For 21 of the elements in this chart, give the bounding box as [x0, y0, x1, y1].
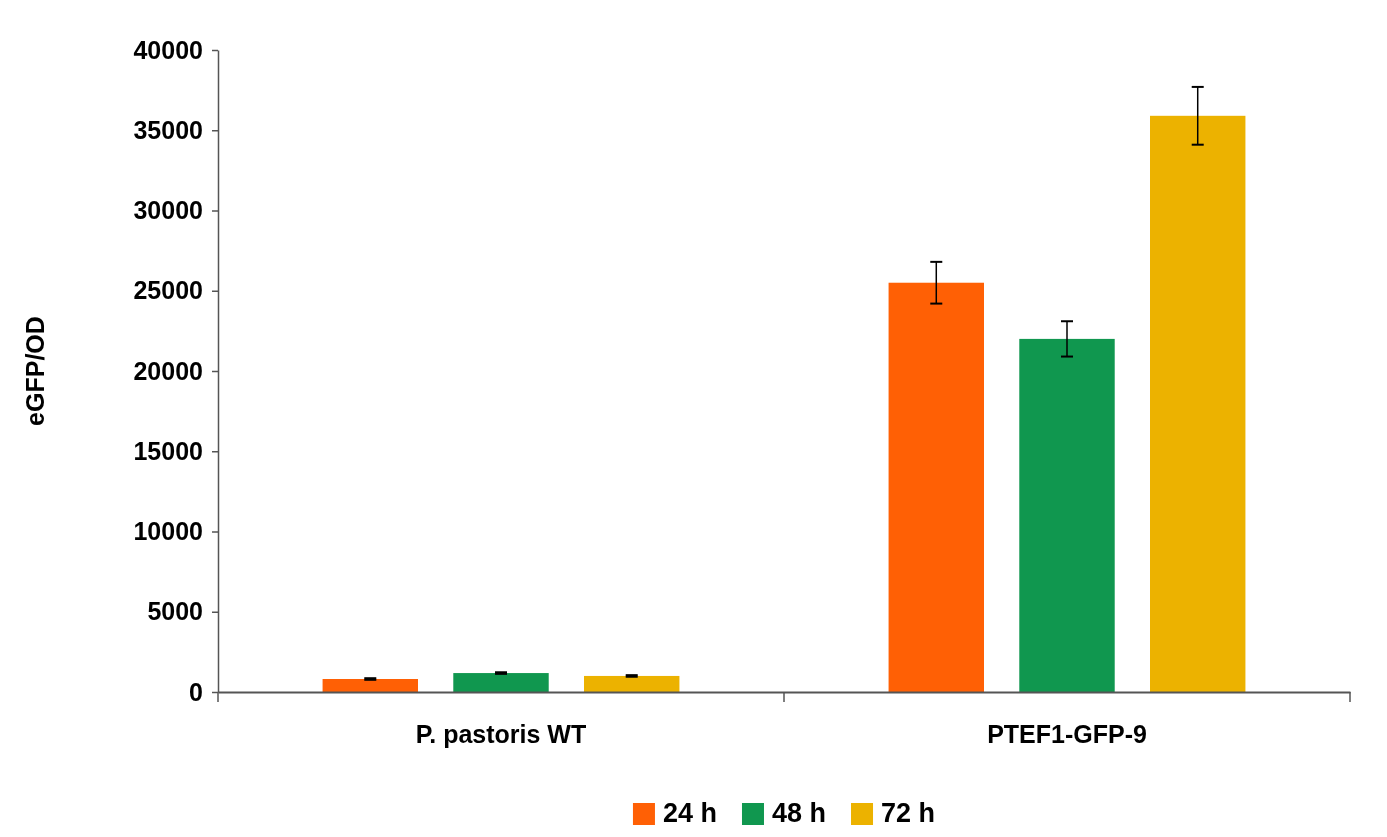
- y-tick-label: 25000: [133, 276, 203, 305]
- y-tick-label: 15000: [133, 436, 203, 465]
- legend-label: 48 h: [771, 798, 827, 828]
- y-tick-label: 35000: [133, 115, 203, 144]
- y-tick-label: 20000: [133, 356, 203, 385]
- y-tick-label: 5000: [147, 597, 203, 626]
- x-tick-label: P. pastoris WT: [415, 719, 587, 748]
- y-tick-label: 30000: [133, 196, 203, 224]
- legend-label: 24 h: [662, 798, 717, 828]
- x-tick-label: PTEF1-GFP-9: [987, 719, 1147, 748]
- bar: [1150, 115, 1246, 692]
- bar: [1019, 338, 1115, 692]
- y-tick-label: 40000: [133, 35, 203, 64]
- bar: [888, 282, 984, 692]
- bar: [322, 679, 418, 692]
- bar: [584, 675, 680, 692]
- y-tick-label: 0: [189, 677, 203, 706]
- y-axis-title: eGFP/OD: [21, 316, 49, 426]
- y-tick-label: 10000: [133, 517, 203, 545]
- bar: [453, 673, 549, 692]
- legend-label: 72 h: [881, 798, 936, 828]
